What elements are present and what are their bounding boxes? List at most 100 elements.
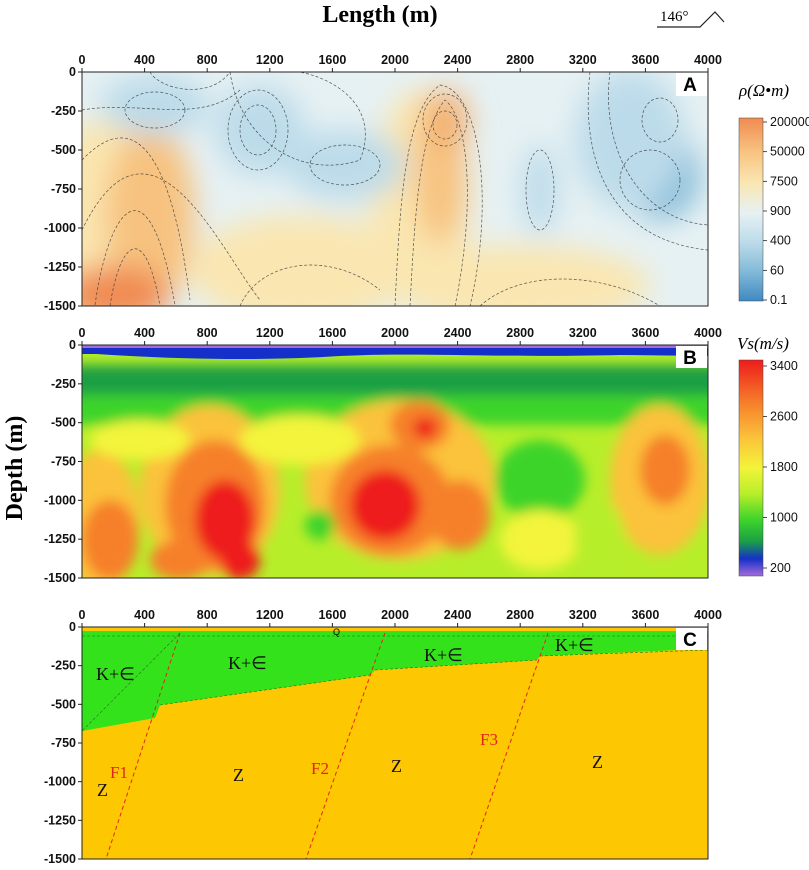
- cover-label-2: K+∈: [228, 653, 267, 673]
- panel-a-x-tick-label: 3200: [569, 53, 597, 67]
- panel-b-colorbar-label: 2600: [770, 410, 798, 424]
- basement-label-4: Z: [592, 752, 603, 772]
- basement-label-2: Z: [233, 765, 244, 785]
- panel-a-colorbar-label: 200000: [770, 115, 809, 129]
- cover-label-1: K+∈: [96, 664, 135, 684]
- panel-c-y-tick-label: -1250: [44, 813, 76, 827]
- panel-b-x-tick-label: 3200: [569, 326, 597, 340]
- panel-a-letter-box: [676, 73, 707, 96]
- panel-c-plot: [82, 627, 708, 859]
- compass-arrow-icon: [657, 11, 725, 28]
- panel-b-letter-box: [676, 346, 707, 368]
- basement-label-3: Z: [391, 756, 402, 776]
- panel-c-x-tick-label: 1600: [318, 608, 346, 622]
- panel-a-y-tick-label: -1500: [44, 299, 76, 313]
- panel-b-x-tick-label: 1600: [318, 326, 346, 340]
- panel-b-x-tick-label: 800: [197, 326, 218, 340]
- panel-c-x-tick-label: 4000: [694, 608, 722, 622]
- fault-f1-line: [105, 632, 181, 859]
- y-axis-title: Depth (m): [2, 416, 28, 521]
- quaternary-label: Q: [333, 627, 340, 637]
- panel-a-colorbar-ramp: [738, 117, 764, 302]
- panel-b-colorbar: Vs(m/s) 3400 2600 1800 1000 200: [737, 334, 798, 577]
- panel-b-colorbar-label: 1800: [770, 460, 798, 474]
- panel-b-colorbar-label: 1000: [770, 511, 798, 525]
- panel-c-y-tick-label: 0: [69, 620, 76, 634]
- cover-layer: [82, 631, 708, 731]
- panel-a-colorbar-label: 0.1: [770, 293, 787, 307]
- panel-a-colorbar-label: 50000: [770, 145, 805, 159]
- panel-b-y-ticks: 0 -250 -500 -750 -1000 -1250 -1500: [44, 338, 82, 585]
- panel-a-y-tick-label: -250: [51, 104, 76, 118]
- fault-f3-label: F3: [480, 730, 498, 749]
- panel-b-x-tick-label: 2000: [381, 326, 409, 340]
- panel-a-color-field: [82, 72, 700, 306]
- panel-b-x-tick-label: 3600: [631, 326, 659, 340]
- panel-b-y-tick-label: -1500: [44, 571, 76, 585]
- panel-a-colorbar-title: ρ(Ω•m): [738, 81, 789, 100]
- panel-a-y-tick-label: -1000: [44, 221, 76, 235]
- panel-c-y-tick-label: -1000: [44, 775, 76, 789]
- panel-a-x-tick-label: 2400: [444, 53, 472, 67]
- panel-b-letter: B: [683, 348, 697, 369]
- panel-a-colorbar-label: 7500: [770, 174, 798, 188]
- panel-b-colorbar-label: 3400: [770, 359, 798, 373]
- panel-a-resistivity: A 0 400 800 1200 1600 2000 2400 2800 3200 3600 400…: [44, 53, 809, 313]
- panel-b-y-tick-label: -500: [51, 416, 76, 430]
- panel-c-x-tick-label: 2000: [381, 608, 409, 622]
- panel-a-y-ticks: 0 -250 -500 -750 -1000 -1250 -1500: [44, 65, 82, 313]
- panel-c-y-ticks: 0 -250 -500 -750 -1000 -1250 -1500: [44, 620, 82, 866]
- panel-b-y-tick-label: -1250: [44, 532, 76, 546]
- panel-b-x-tick-label: 0: [79, 326, 86, 340]
- panel-c-y-tick-label: -250: [51, 659, 76, 673]
- panel-a-x-tick-label: 2000: [381, 53, 409, 67]
- panel-a-colorbar-label: 60: [770, 263, 784, 277]
- panel-b-plot: [82, 345, 708, 578]
- panel-c-letter-box: [676, 628, 707, 650]
- panel-b-x-tick-label: 2400: [444, 326, 472, 340]
- panel-b-x-tick-label: 2800: [506, 326, 534, 340]
- cover-label-4: K+∈: [555, 635, 594, 655]
- panel-b-colorbar-title: Vs(m/s): [737, 334, 789, 353]
- panel-a-x-tick-label: 1200: [256, 53, 284, 67]
- panel-a-plot: [82, 72, 708, 306]
- panel-a-colorbar: ρ(Ω•m) 200000 50000 7500 900 400 60 0.1: [738, 81, 809, 307]
- panel-b-surface-layer: [82, 345, 708, 348]
- panel-c-letter: C: [683, 630, 697, 651]
- cover-label-3: K+∈: [424, 645, 463, 665]
- compass-angle: 146°: [660, 9, 689, 25]
- panel-a-contour-lines: [82, 72, 708, 306]
- fault-f2-label: F2: [311, 759, 329, 778]
- panel-c-y-tick-label: -1500: [44, 852, 76, 866]
- panel-a-x-tick-label: 800: [197, 53, 218, 67]
- panel-b-y-tick-label: -750: [51, 455, 76, 469]
- panel-c-x-tick-label: 3200: [569, 608, 597, 622]
- panel-b-y-tick-label: -250: [51, 377, 76, 391]
- panel-a-letter: A: [683, 75, 697, 96]
- x-axis-title: Length (m): [322, 2, 437, 28]
- fault-f2-line: [305, 632, 386, 859]
- panel-b-colorbar-label: 200: [770, 561, 791, 575]
- panel-b-shear-velocity: B 0 400 800 1200 1600 2000 2400 2800 3200 3600 400…: [44, 326, 798, 585]
- panel-b-color-field: [82, 365, 708, 578]
- panel-a-x-tick-label: 0: [79, 53, 86, 67]
- panel-c-x-tick-label: 400: [134, 608, 155, 622]
- panel-c-x-tick-label: 0: [79, 608, 86, 622]
- panel-c-x-tick-label: 800: [197, 608, 218, 622]
- panel-c-x-tick-label: 2400: [444, 608, 472, 622]
- panel-b-x-tick-label: 4000: [694, 326, 722, 340]
- panel-a-x-ticks: 0 400 800 1200 1600 2000 2400 2800 3200 3600 4000: [79, 53, 722, 72]
- basement-label-1: Z: [97, 780, 108, 800]
- panel-c-y-tick-label: -750: [51, 736, 76, 750]
- panel-b-x-ticks: 0 400 800 1200 1600 2000 2400 2800 3200 3600 4000: [79, 326, 722, 345]
- fault-f1-label: F1: [110, 763, 128, 782]
- panel-a-x-tick-label: 400: [134, 53, 155, 67]
- panel-a-x-tick-label: 4000: [694, 53, 722, 67]
- panel-c-x-tick-label: 1200: [256, 608, 284, 622]
- panel-a-y-tick-label: -750: [51, 182, 76, 196]
- panel-c-geologic-section: C Q K+∈ K+∈ K+∈ K+∈ Z Z Z Z F1 F2 F3 0 40…: [44, 608, 722, 866]
- panel-c-x-tick-label: 2800: [506, 608, 534, 622]
- panel-a-x-tick-label: 3600: [631, 53, 659, 67]
- panel-c-y-tick-label: -500: [51, 697, 76, 711]
- panel-a-x-tick-label: 2800: [506, 53, 534, 67]
